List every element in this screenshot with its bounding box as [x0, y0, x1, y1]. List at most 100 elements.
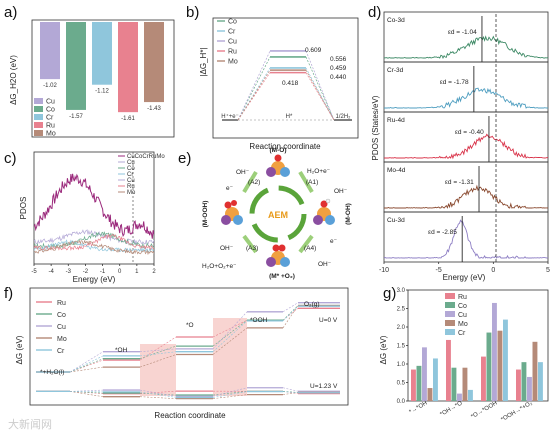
connector-cr: [237, 67, 271, 121]
reagent-h2o-e: H₂O+e⁻: [307, 168, 331, 175]
panel-c-frame: [33, 151, 155, 265]
panel-f: f) ΔG (eV) Reaction coordinate Ru Co Cu …: [4, 285, 349, 420]
bar-cu: [492, 302, 497, 401]
pdos-curve-mo: [34, 239, 154, 256]
connector-out-co: [305, 56, 335, 121]
pdos-curve-ru: [34, 233, 154, 252]
panel-g-ylabel: ΔG (eV): [379, 335, 388, 364]
pdos-series-label: Ru-4d: [387, 117, 405, 124]
cycle-arrows: [242, 170, 314, 254]
connector-ru-u0: [139, 336, 177, 361]
y-tick-label: 1.5: [397, 344, 406, 350]
panel-f-xlabel: Reaction coordinate: [154, 411, 226, 420]
pdos-series-label: Mo-4d: [387, 167, 406, 174]
panel-f-ylabel: ΔG (eV): [15, 335, 24, 364]
bar-mo: [144, 22, 164, 103]
panel-c: c) PDOS Energy (eV) -5 -4 -3 -2 -1 0 1 2 CuCoCr…: [4, 150, 165, 284]
bar-ru: [411, 369, 416, 401]
category-label: *OOH→*+O₂: [500, 400, 534, 423]
connector-ru-u123: [139, 390, 177, 394]
arrow-icon: [298, 234, 314, 254]
panel-c-label: c): [4, 150, 17, 167]
state-m-ooh: (M-OOH): [202, 201, 209, 228]
x-tick-label: 0: [118, 269, 122, 275]
bar-ru: [118, 22, 138, 113]
step-label-h2o: *+H₂O(l): [40, 369, 64, 376]
pdos-curve-co: [34, 231, 154, 250]
legend-g-co: Co: [458, 303, 467, 310]
legend-label-mo: Mo: [46, 131, 56, 138]
panel-a: a) ΔG_H2O (eV) -1.02 -1.57 -1.12 -1.61 -1.43…: [4, 4, 175, 138]
x-tick-label: -2: [83, 269, 89, 275]
bar-cu: [527, 376, 532, 401]
connector-cu-u123: [139, 389, 177, 397]
legend-c-5: Ru: [127, 184, 135, 190]
panel-d-ylabel: PDOS (States/eV): [371, 95, 380, 160]
bar-co: [451, 367, 457, 401]
oxygen-atom-icon: [278, 244, 286, 252]
connector-mo-u0: [69, 366, 104, 373]
cycle-molecule-bottom: [266, 244, 290, 267]
connector-cr-u123: [282, 391, 299, 394]
x-tick-label: 0: [491, 267, 495, 274]
bar-co: [66, 22, 86, 110]
pdos-curve-mo-4d: [383, 184, 549, 209]
connector-co: [237, 56, 271, 121]
panel-a-bars: -1.02 -1.57 -1.12 -1.61 -1.43: [40, 22, 164, 122]
pdos-curve-cu-3d: [383, 219, 549, 259]
step-a4: (A4): [304, 245, 316, 252]
panel-b-x-label-2: 1/2H₂: [335, 114, 351, 120]
legend-swatch-cu: [34, 98, 43, 104]
panel-f-legend: Ru Co Cu Mo Cr: [36, 300, 67, 355]
oxygen-atom-icon: [231, 200, 237, 206]
connector-out-ru: [305, 72, 335, 121]
reagent-oh-2: OH⁻: [318, 261, 332, 268]
legend-c-0: CuCoCrRuMo: [127, 154, 165, 160]
step-label-o2: O₂(g): [304, 301, 320, 308]
connector-cu-u0: [282, 302, 299, 313]
pdos-series-label: Co-3d: [387, 17, 405, 24]
connector-mo-u0: [282, 305, 299, 329]
hydrogen-atom-icon: [325, 198, 331, 204]
panel-b-legend: Co Cr Cu Ru Mo: [217, 19, 238, 66]
bar-ru: [446, 339, 451, 401]
step-a3: (A3): [246, 245, 258, 252]
connector-ru-u0: [69, 359, 104, 373]
x-tick-label: -5: [436, 267, 442, 274]
connector-cu-u0: [69, 351, 104, 373]
category-label: *O→*OOH: [470, 401, 498, 421]
pdos-frame-cu-3d: [383, 211, 549, 263]
cycle-ring: [249, 185, 307, 243]
connector-mo-u123: [69, 391, 104, 397]
connector-cu-u0: [139, 348, 177, 352]
panel-c-curves: [34, 173, 154, 256]
oxygen-atom-icon: [274, 154, 282, 162]
panel-e-label: e): [178, 150, 191, 167]
connector-cu-u123: [212, 387, 248, 397]
panel-d: d) PDOS (States/eV) Energy (eV) Co-3d εd …: [368, 4, 550, 282]
x-tick-label: -3: [66, 269, 72, 275]
cycle-center-text: AEM: [268, 210, 288, 220]
bar-co: [521, 362, 527, 401]
connector-cr-u0: [212, 320, 248, 352]
atom-icon: [266, 257, 276, 267]
panel-d-xlabel: Energy (eV): [443, 273, 486, 282]
legend-f-cr: Cr: [57, 348, 65, 355]
pdos-frame-mo-4d: [383, 161, 549, 213]
connector-co-u0: [282, 305, 299, 321]
connector-co-u0: [212, 319, 248, 347]
x-tick-label: 2: [152, 269, 156, 275]
value-label-ru: 0.418: [282, 80, 299, 87]
reagent-e-2: e⁻: [226, 185, 234, 192]
legend-swatch-ru: [34, 122, 43, 128]
category-label: *OH→*O: [439, 400, 463, 418]
pdos-curve-ru-4d: [384, 133, 549, 160]
panel-d-label: d): [368, 4, 381, 21]
panel-b-lines: [222, 50, 352, 121]
panel-b-label: b): [186, 4, 199, 21]
step-label-ooh: *OOH: [250, 317, 268, 324]
category-label: *→*OH: [408, 401, 428, 416]
oxygen-atom-icon: [272, 244, 280, 252]
panel-b-ylabel: |ΔG_H*|: [199, 47, 208, 76]
connector-ru: [237, 72, 271, 121]
